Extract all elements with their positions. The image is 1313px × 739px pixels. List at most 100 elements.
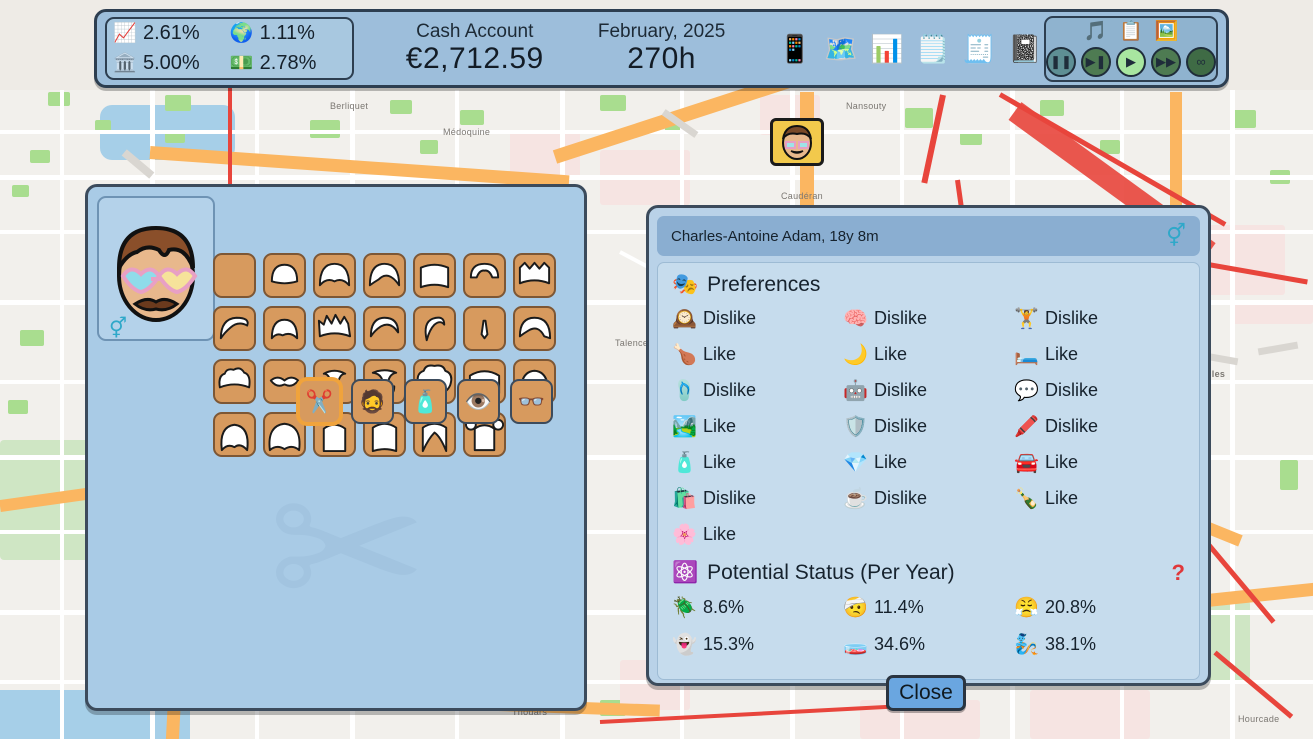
status-ghost-haunting: 👻 15.3% (672, 627, 843, 662)
stat-growth[interactable]: 📈 2.61% (113, 22, 230, 45)
hairstyle-swatch-quiff[interactable] (363, 306, 406, 351)
pref-hygiene-icon: 🧴 (672, 452, 697, 474)
hairstyle-swatch-long-wavy[interactable] (213, 412, 256, 457)
map-label: Hourcade (1238, 714, 1280, 724)
step-button[interactable]: ▶❚ (1081, 46, 1112, 77)
hairstyle-swatch-curly-top[interactable] (213, 359, 256, 404)
pref-outdoors-park: 🏞️ Like (672, 409, 843, 444)
pref-coffee: ☕ Dislike (843, 481, 1014, 516)
pref-alcohol: 🍾 Like (1014, 481, 1185, 516)
pref-comfort-slippers-value: Dislike (703, 380, 757, 400)
phone-list-icon[interactable]: 📱 (778, 33, 812, 64)
character-info-panel: Charles-Antoine Adam, 18y 8m ⚥ 🎭 Prefere… (646, 205, 1211, 686)
hairstyle-swatch-widows-peak[interactable] (463, 306, 506, 351)
contract-book-icon[interactable]: 📓 (1008, 33, 1042, 64)
hairstyle-swatch-long-curly[interactable] (263, 412, 306, 457)
pref-cars-value: Like (1045, 452, 1079, 472)
status-headache-value: 11.4% (874, 597, 924, 617)
pref-furniture: 🛏️ Like (1014, 337, 1185, 372)
loop-button[interactable]: ∞ (1186, 46, 1217, 77)
help-icon[interactable]: ? (1171, 560, 1185, 585)
stat-bank[interactable]: 🏛️ 5.00% (113, 52, 230, 75)
pref-psychology-icon: 🧠 (843, 308, 868, 330)
fast-forward-button[interactable]: ▶▶ (1151, 46, 1182, 77)
hairstyle-swatch-wavy-bangs[interactable] (313, 253, 356, 298)
status-stress: 😤 20.8% (1014, 590, 1185, 625)
pref-sleep: 🌙 Like (843, 337, 1014, 372)
chart-growth-icon: 📈 (113, 23, 137, 45)
pref-technology-robot-value: Dislike (874, 380, 928, 400)
hairstyle-swatch-bowl-split[interactable] (463, 253, 506, 298)
status-spirit-value: 38.1% (1045, 634, 1097, 654)
hairstyle-swatch-none[interactable] (213, 253, 256, 298)
pref-art-supplies: 🖍️ Dislike (1014, 409, 1185, 444)
stock-chart-icon[interactable]: 📊 (870, 33, 904, 64)
hairstyle-swatch-spiky[interactable] (313, 306, 356, 351)
tab-haircut[interactable]: ✂️ (298, 379, 341, 424)
pref-hygiene-value: Like (703, 452, 737, 472)
tool-icon-bar: 📱 🗺️ 📊 🗒️ 🧾 📓 (776, 28, 1044, 70)
close-button[interactable]: Close (886, 675, 966, 711)
avatar-face-large (116, 225, 198, 322)
status-spirit-icon: 🧞 (1014, 634, 1039, 656)
status-insect-bite-value: 8.6% (703, 597, 745, 617)
hairstyle-swatch-low-wave[interactable] (263, 306, 306, 351)
map-label: Caudéran (781, 191, 823, 201)
hairstyle-swatch-round-short[interactable] (263, 253, 306, 298)
pref-punctuality-icon: 🕰️ (672, 308, 697, 330)
playback-control-box: 🎵 📋 🖼️ ❚❚ ▶❚ ▶ ▶▶ ∞ (1044, 15, 1219, 82)
molecule-icon: ⚛️ (672, 561, 699, 584)
hairstyle-swatch-side-sweep[interactable] (363, 253, 406, 298)
music-icon[interactable]: 🎵 (1083, 21, 1108, 42)
hairstyle-swatch-comb-over[interactable] (213, 306, 256, 351)
screenshot-icon[interactable]: 🖼️ (1154, 21, 1179, 42)
pref-flowers-nature: 🌸 Like (672, 517, 843, 552)
cash-account-value: €2,712.59 (405, 41, 544, 75)
pref-socializing-value: Dislike (1045, 380, 1099, 400)
pref-luxury-diamond-icon: 💎 (843, 452, 868, 474)
network-assets-icon[interactable]: 🗺️ (824, 33, 858, 64)
pref-food-icon: 🍗 (672, 344, 697, 366)
hairstyle-swatch-side-part[interactable] (513, 306, 556, 351)
play-button[interactable]: ▶ (1116, 46, 1147, 77)
stat-inflation[interactable]: 💵 2.78% (230, 52, 347, 75)
invoice-icon[interactable]: 🧾 (962, 33, 996, 64)
status-stress-icon: 😤 (1014, 597, 1039, 619)
cash-account-display: Cash Account €2,712.59 (392, 22, 557, 75)
heart-glasses-icon (120, 267, 198, 295)
pref-fitness: 🏋️ Dislike (1014, 301, 1185, 336)
status-ghost-haunting-value: 15.3% (703, 634, 755, 654)
preferences-section-header: 🎭 Preferences (672, 273, 1185, 297)
hairstyle-swatch-mustache-style[interactable] (263, 359, 306, 404)
stat-global[interactable]: 🌍 1.11% (230, 22, 347, 45)
hairstyle-swatch-zigzag-fringe[interactable] (513, 253, 556, 298)
map-label: Talence (615, 338, 649, 348)
status-grid: 🪲 8.6% 🤕 11.4% 😤 20.8% 👻 15.3% 🧫 34.6% 🧞 38.1% (672, 590, 1185, 662)
hairstyle-swatch-flat-top[interactable] (413, 253, 456, 298)
tab-hair-dye[interactable]: 🧴 (404, 379, 447, 424)
current-date-label: February, 2025 (597, 21, 726, 43)
pref-coffee-icon: ☕ (843, 488, 868, 510)
pref-art-supplies-icon: 🖍️ (1014, 416, 1039, 438)
pause-button[interactable]: ❚❚ (1046, 46, 1077, 77)
tab-eyebrows[interactable]: 👁️ (457, 379, 500, 424)
pref-furniture-icon: 🛏️ (1014, 344, 1039, 366)
tab-beard[interactable]: 🧔 (351, 379, 394, 424)
reports-icon[interactable]: 🗒️ (916, 33, 950, 64)
pref-flowers-nature-icon: 🌸 (672, 524, 697, 546)
status-insect-bite-icon: 🪲 (672, 597, 697, 619)
pref-authority-badge-value: Dislike (874, 416, 928, 436)
pref-cars: 🚘 Like (1014, 445, 1185, 480)
hairstyle-swatch-curl-wave[interactable] (413, 306, 456, 351)
preferences-grid: 🕰️ Dislike 🧠 Dislike 🏋️ Dislike 🍗 Like 🌙 Like 🛏️ Li… (672, 301, 1185, 552)
pref-coffee-value: Dislike (874, 488, 928, 508)
pref-socializing-icon: 💬 (1014, 380, 1039, 402)
tab-glasses[interactable]: 👓 (510, 379, 553, 424)
pref-technology-robot-icon: 🤖 (843, 380, 868, 402)
scissors-comb-watermark: ✂ (268, 444, 428, 656)
pref-flowers-nature-value: Like (703, 524, 737, 544)
playback-buttons: ❚❚ ▶❚ ▶ ▶▶ ∞ (1046, 46, 1217, 77)
menu-list-icon[interactable]: 📋 (1119, 21, 1143, 42)
character-map-marker[interactable] (770, 118, 824, 166)
